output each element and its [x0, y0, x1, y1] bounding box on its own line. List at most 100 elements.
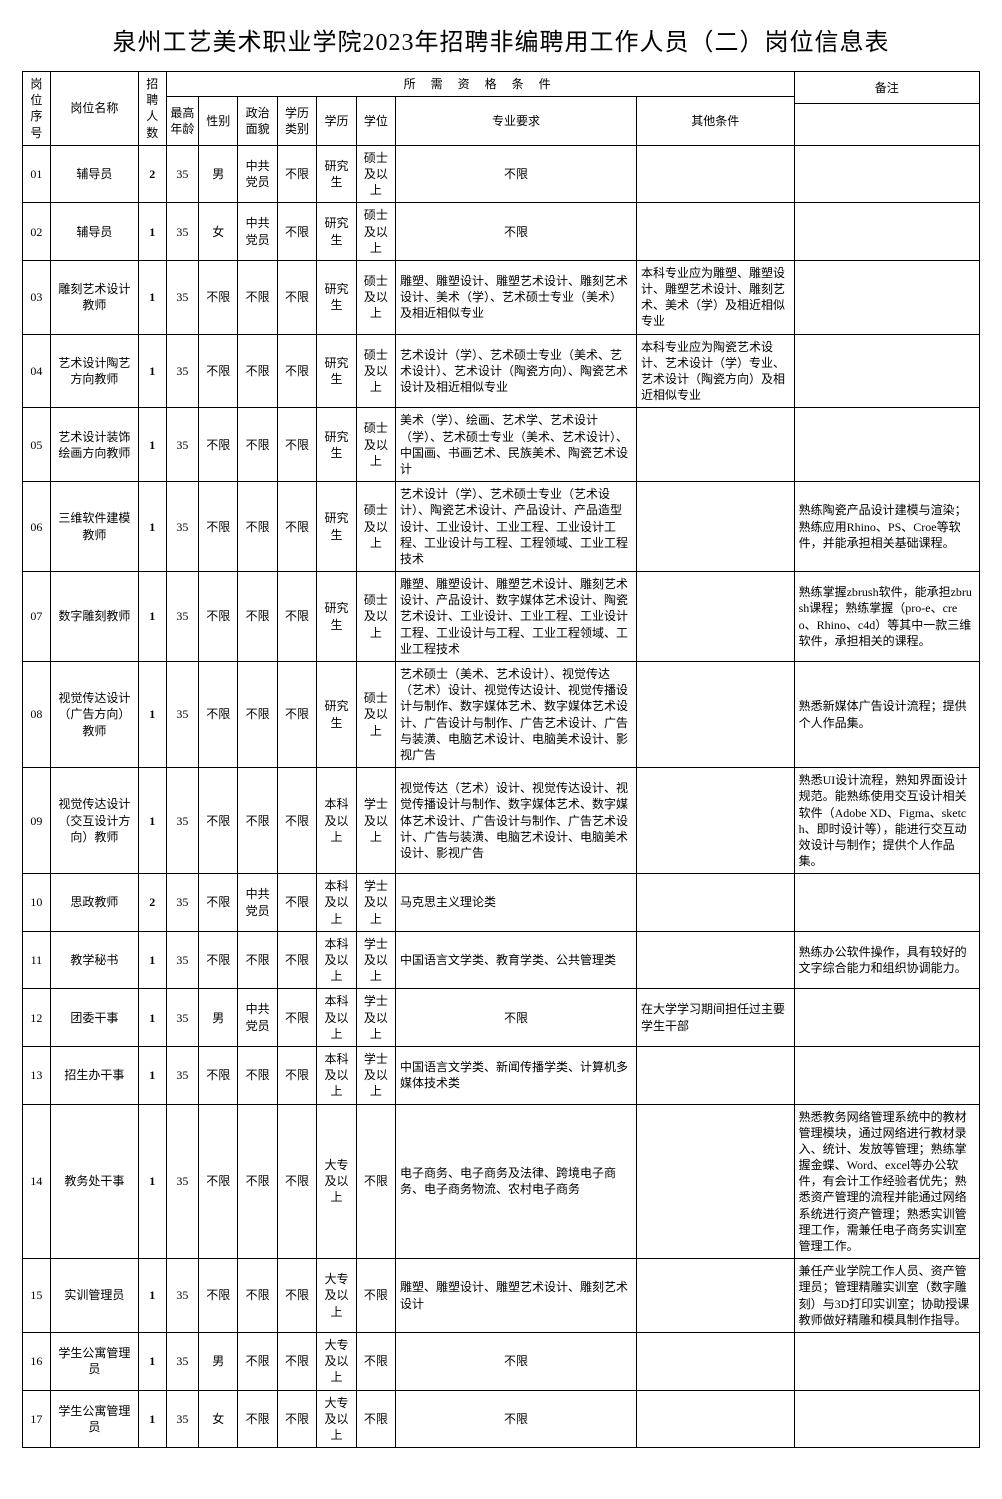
cell-pol: 不限	[238, 334, 277, 408]
cell-age: 35	[166, 203, 198, 261]
cell-other: 本科专业应为雕塑、雕塑设计、雕塑艺术设计、雕刻艺术、美术（学）及相近相似专业	[637, 260, 795, 334]
cell-count: 1	[138, 662, 166, 768]
cell-deg: 不限	[356, 1259, 395, 1333]
cell-count: 1	[138, 408, 166, 482]
hdr-edu-type: 学历类别	[277, 97, 316, 146]
cell-seq: 16	[23, 1332, 51, 1390]
cell-edu: 研究生	[317, 662, 356, 768]
cell-other	[637, 1390, 795, 1448]
cell-seq: 12	[23, 989, 51, 1047]
cell-seq: 17	[23, 1390, 51, 1448]
cell-deg: 学士及以上	[356, 1046, 395, 1104]
cell-count: 2	[138, 145, 166, 203]
cell-deg: 硕士及以上	[356, 572, 395, 662]
cell-age: 35	[166, 1259, 198, 1333]
table-row: 15实训管理员135不限不限不限大专及以上不限雕塑、雕塑设计、雕塑艺术设计、雕刻…	[23, 1259, 980, 1333]
cell-edu: 研究生	[317, 334, 356, 408]
table-row: 10思政教师235不限中共党员不限本科及以上学士及以上马克思主义理论类	[23, 874, 980, 932]
cell-count: 1	[138, 768, 166, 874]
cell-pol: 不限	[238, 1104, 277, 1259]
cell-pol: 不限	[238, 260, 277, 334]
cell-deg: 硕士及以上	[356, 260, 395, 334]
cell-seq: 11	[23, 931, 51, 989]
cell-edu: 研究生	[317, 260, 356, 334]
table-row: 09视觉传达设计（交互设计方向）教师135不限不限不限本科及以上学士及以上视觉传…	[23, 768, 980, 874]
cell-seq: 10	[23, 874, 51, 932]
cell-name: 学生公寓管理员	[50, 1390, 138, 1448]
cell-note	[794, 1332, 979, 1390]
cell-major: 电子商务、电子商务及法律、跨境电子商务、电子商务物流、农村电子商务	[396, 1104, 637, 1259]
cell-pol: 不限	[238, 662, 277, 768]
cell-sex: 不限	[199, 572, 238, 662]
table-header: 岗位序号 岗位名称 招聘人数 所 需 资 格 条 件 备注 最高年龄 性别 政治…	[23, 72, 980, 146]
cell-age: 35	[166, 334, 198, 408]
cell-age: 35	[166, 572, 198, 662]
cell-edu: 本科及以上	[317, 1046, 356, 1104]
cell-edu: 研究生	[317, 203, 356, 261]
hdr-note: 备注	[794, 72, 979, 104]
cell-sex: 女	[199, 203, 238, 261]
cell-pol: 不限	[238, 572, 277, 662]
cell-other: 在大学学习期间担任过主要学生干部	[637, 989, 795, 1047]
cell-seq: 14	[23, 1104, 51, 1259]
cell-edutp: 不限	[277, 1332, 316, 1390]
cell-deg: 硕士及以上	[356, 482, 395, 572]
cell-name: 辅导员	[50, 203, 138, 261]
table-row: 03雕刻艺术设计教师135不限不限不限研究生硕士及以上雕塑、雕塑设计、雕塑艺术设…	[23, 260, 980, 334]
cell-edutp: 不限	[277, 768, 316, 874]
cell-seq: 02	[23, 203, 51, 261]
hdr-qual-group: 所 需 资 格 条 件	[166, 72, 794, 97]
cell-pol: 不限	[238, 1046, 277, 1104]
cell-sex: 不限	[199, 334, 238, 408]
cell-note: 熟悉新媒体广告设计流程；提供个人作品集。	[794, 662, 979, 768]
cell-seq: 05	[23, 408, 51, 482]
cell-edu: 本科及以上	[317, 931, 356, 989]
cell-pol: 不限	[238, 408, 277, 482]
cell-edu: 研究生	[317, 482, 356, 572]
cell-pol: 中共党员	[238, 203, 277, 261]
cell-edutp: 不限	[277, 931, 316, 989]
cell-deg: 不限	[356, 1390, 395, 1448]
cell-sex: 男	[199, 1332, 238, 1390]
cell-other: 本科专业应为陶瓷艺术设计、艺术设计（学）专业、艺术设计（陶瓷方向）及相近相似专业	[637, 334, 795, 408]
hdr-other: 其他条件	[637, 97, 795, 146]
cell-edu: 本科及以上	[317, 874, 356, 932]
cell-pol: 不限	[238, 768, 277, 874]
cell-edu: 本科及以上	[317, 989, 356, 1047]
table-row: 16学生公寓管理员135男不限不限大专及以上不限不限	[23, 1332, 980, 1390]
cell-age: 35	[166, 931, 198, 989]
cell-edutp: 不限	[277, 989, 316, 1047]
cell-age: 35	[166, 874, 198, 932]
cell-edu: 研究生	[317, 408, 356, 482]
cell-seq: 04	[23, 334, 51, 408]
cell-name: 雕刻艺术设计教师	[50, 260, 138, 334]
cell-name: 学生公寓管理员	[50, 1332, 138, 1390]
cell-sex: 不限	[199, 1046, 238, 1104]
cell-edutp: 不限	[277, 572, 316, 662]
cell-sex: 不限	[199, 1259, 238, 1333]
cell-other	[637, 1046, 795, 1104]
cell-seq: 15	[23, 1259, 51, 1333]
cell-sex: 不限	[199, 482, 238, 572]
table-row: 08视觉传达设计（广告方向）教师135不限不限不限研究生硕士及以上艺术硕士（美术…	[23, 662, 980, 768]
cell-note: 熟练掌握zbrush软件，能承担zbrush课程；熟练掌握（pro-e、creo…	[794, 572, 979, 662]
cell-major: 不限	[396, 1390, 637, 1448]
cell-name: 艺术设计装饰绘画方向教师	[50, 408, 138, 482]
cell-edu: 大专及以上	[317, 1259, 356, 1333]
cell-seq: 09	[23, 768, 51, 874]
cell-other	[637, 662, 795, 768]
table-row: 07数字雕刻教师135不限不限不限研究生硕士及以上雕塑、雕塑设计、雕塑艺术设计、…	[23, 572, 980, 662]
cell-edutp: 不限	[277, 1259, 316, 1333]
cell-age: 35	[166, 260, 198, 334]
cell-edu: 大专及以上	[317, 1390, 356, 1448]
cell-edutp: 不限	[277, 260, 316, 334]
cell-other	[637, 1259, 795, 1333]
cell-age: 35	[166, 1390, 198, 1448]
cell-other	[637, 203, 795, 261]
cell-major: 艺术硕士（美术、艺术设计）、视觉传达（艺术）设计、视觉传达设计、视觉传播设计与制…	[396, 662, 637, 768]
cell-sex: 男	[199, 145, 238, 203]
cell-other	[637, 768, 795, 874]
table-row: 13招生办干事135不限不限不限本科及以上学士及以上中国语言文学类、新闻传播学类…	[23, 1046, 980, 1104]
cell-edutp: 不限	[277, 145, 316, 203]
cell-major: 不限	[396, 1332, 637, 1390]
